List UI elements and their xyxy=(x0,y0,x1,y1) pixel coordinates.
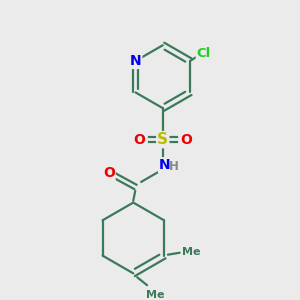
Text: N: N xyxy=(159,158,171,172)
Text: Cl: Cl xyxy=(197,46,211,60)
Text: S: S xyxy=(157,132,168,147)
Text: Me: Me xyxy=(182,247,201,257)
Text: O: O xyxy=(133,133,145,147)
Text: H: H xyxy=(169,160,178,173)
Text: O: O xyxy=(103,166,115,180)
Text: Me: Me xyxy=(146,290,164,300)
Text: N: N xyxy=(130,54,141,68)
Text: O: O xyxy=(180,133,192,147)
